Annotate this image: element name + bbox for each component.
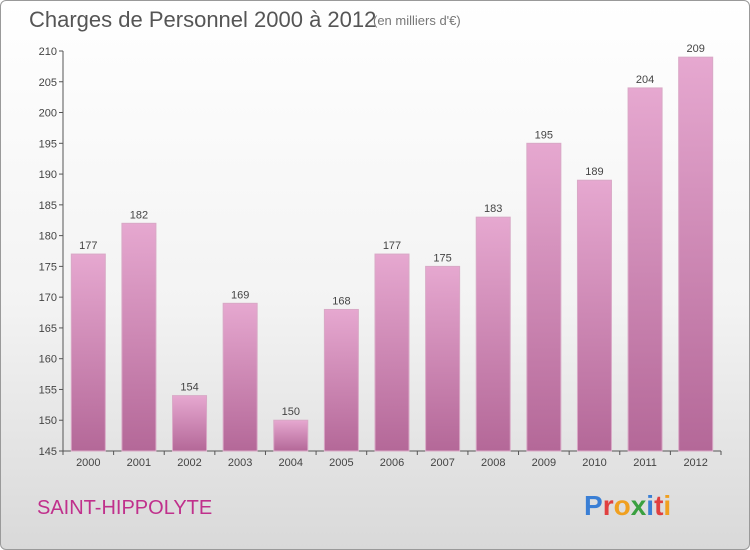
logo-letter: P bbox=[584, 490, 603, 521]
bar-value-label: 182 bbox=[130, 209, 148, 221]
logo-letter: i bbox=[663, 490, 672, 521]
bar-value-label: 204 bbox=[636, 74, 654, 86]
y-tick-label: 180 bbox=[39, 231, 57, 243]
x-tick-label: 2003 bbox=[228, 457, 252, 469]
x-tick-label: 2008 bbox=[481, 457, 505, 469]
y-tick-label: 175 bbox=[39, 261, 57, 273]
logo-letter: x bbox=[630, 490, 647, 521]
bar bbox=[222, 302, 258, 452]
bar-value-label: 177 bbox=[79, 240, 97, 252]
bar bbox=[475, 216, 511, 452]
bar-value-label: 169 bbox=[231, 289, 249, 301]
x-tick-label: 2005 bbox=[329, 457, 353, 469]
x-tick-label: 2007 bbox=[430, 457, 454, 469]
x-tick-label: 2011 bbox=[633, 457, 657, 469]
y-tick-label: 185 bbox=[39, 200, 57, 212]
logo-letter: r bbox=[602, 490, 614, 521]
bar bbox=[273, 419, 309, 452]
bar-value-label: 189 bbox=[585, 166, 603, 178]
y-tick-label: 205 bbox=[39, 77, 57, 89]
y-tick-label: 170 bbox=[39, 292, 57, 304]
x-tick-label: 2004 bbox=[279, 457, 303, 469]
bar-value-label: 177 bbox=[383, 240, 401, 252]
bar bbox=[323, 308, 359, 452]
data-labels: 177 182 154 169 150 168 177 175 183 195 189 204 209 bbox=[79, 43, 705, 418]
bar bbox=[425, 265, 461, 452]
bars bbox=[70, 56, 714, 452]
bar-value-label: 150 bbox=[282, 406, 300, 418]
bar bbox=[374, 253, 410, 452]
logo-letter: o bbox=[613, 490, 631, 521]
logo-letter: t bbox=[654, 490, 664, 521]
x-tick-label: 2012 bbox=[683, 457, 707, 469]
x-tick-label: 2002 bbox=[177, 457, 201, 469]
y-tick-label: 160 bbox=[39, 354, 57, 366]
x-tick-label: 2010 bbox=[582, 457, 606, 469]
logo-letter: i bbox=[646, 490, 655, 521]
proxiti-logo: Proxiti bbox=[584, 490, 671, 522]
x-tick-label: 2006 bbox=[380, 457, 404, 469]
axes: 145 150 155 160 165 170 175 180 185 190 195 200 205 2… bbox=[39, 46, 722, 469]
y-tick-label: 155 bbox=[39, 384, 57, 396]
chart-subtitle: (en milliers d'€) bbox=[373, 13, 461, 28]
bar-value-label: 209 bbox=[687, 43, 705, 55]
bar bbox=[576, 179, 612, 452]
bar bbox=[172, 395, 208, 452]
chart-title: Charges de Personnel 2000 à 2012 bbox=[29, 7, 377, 32]
y-tick-label: 200 bbox=[39, 108, 57, 120]
bar bbox=[526, 142, 562, 452]
bar-value-label: 195 bbox=[535, 129, 553, 141]
bar-value-label: 175 bbox=[433, 252, 451, 264]
y-tick-label: 145 bbox=[39, 446, 57, 458]
commune-name: SAINT-HIPPOLYTE bbox=[37, 497, 213, 519]
y-tick-label: 150 bbox=[39, 415, 57, 427]
bar bbox=[70, 253, 106, 452]
bar bbox=[121, 222, 157, 452]
y-tick-label: 195 bbox=[39, 138, 57, 150]
bar-value-label: 168 bbox=[332, 295, 350, 307]
bar bbox=[627, 87, 663, 452]
y-tick-label: 210 bbox=[39, 46, 57, 58]
bar-value-label: 183 bbox=[484, 203, 502, 215]
x-tick-label: 2000 bbox=[76, 457, 100, 469]
x-tick-label: 2009 bbox=[532, 457, 556, 469]
x-tick-label: 2001 bbox=[127, 457, 151, 469]
y-tick-label: 165 bbox=[39, 323, 57, 335]
bar-value-label: 154 bbox=[180, 382, 198, 394]
y-tick-label: 190 bbox=[39, 169, 57, 181]
bar bbox=[678, 56, 714, 452]
